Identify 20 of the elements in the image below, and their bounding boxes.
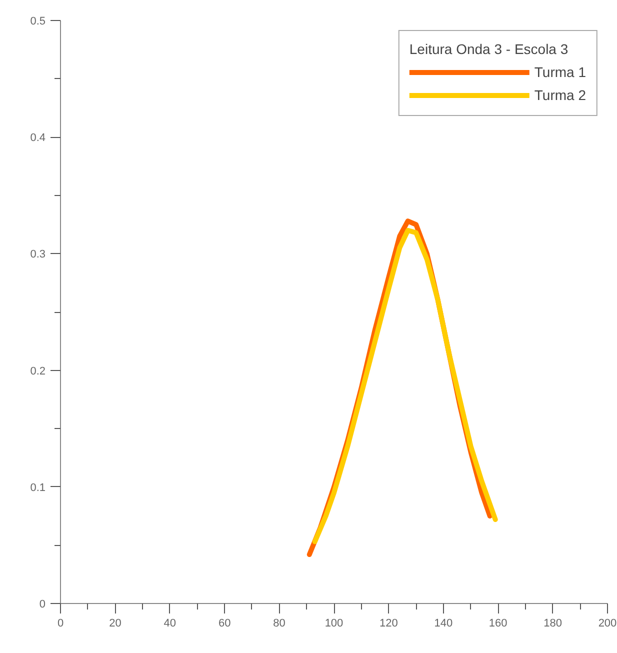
x-tick-label: 180 xyxy=(544,618,562,630)
x-tick-label: 160 xyxy=(488,618,508,630)
y-tick-label: 0.1 xyxy=(30,482,46,494)
y-tick-label: 0.5 xyxy=(30,16,46,28)
y-tick-label: 0 xyxy=(39,598,46,610)
x-tick-label: 100 xyxy=(324,618,344,630)
x-tick-label: 120 xyxy=(380,618,398,630)
x-tick-label: 80 xyxy=(273,618,286,630)
x-tick-label: 140 xyxy=(434,618,453,630)
text: Turma 2 xyxy=(534,87,586,103)
x-tick-label: 60 xyxy=(218,618,231,630)
legend-title: Leitura Onda 3 - Escola 3 xyxy=(409,41,570,57)
y-tick-label: 0.2 xyxy=(30,365,46,378)
x-tick-label: 200 xyxy=(598,618,617,630)
y-tick-label: 0.4 xyxy=(30,132,46,144)
x-tick-label: 40 xyxy=(164,618,176,630)
text: Turma 1 xyxy=(534,64,586,80)
x-tick-label: 0 xyxy=(57,618,64,630)
x-tick-label: 20 xyxy=(109,618,122,630)
y-tick-label: 0.3 xyxy=(30,248,46,261)
